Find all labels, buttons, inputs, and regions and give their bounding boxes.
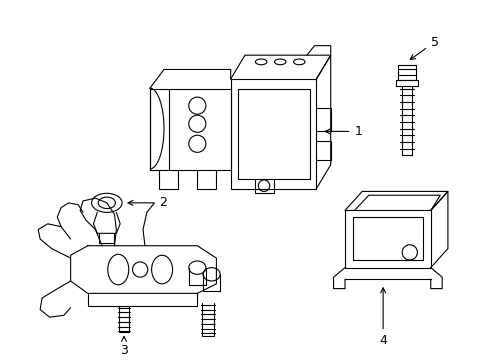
Text: 5: 5	[409, 36, 438, 59]
Text: 1: 1	[325, 125, 362, 138]
Text: 4: 4	[378, 288, 386, 347]
Text: 3: 3	[120, 337, 128, 357]
Text: 2: 2	[128, 196, 167, 210]
